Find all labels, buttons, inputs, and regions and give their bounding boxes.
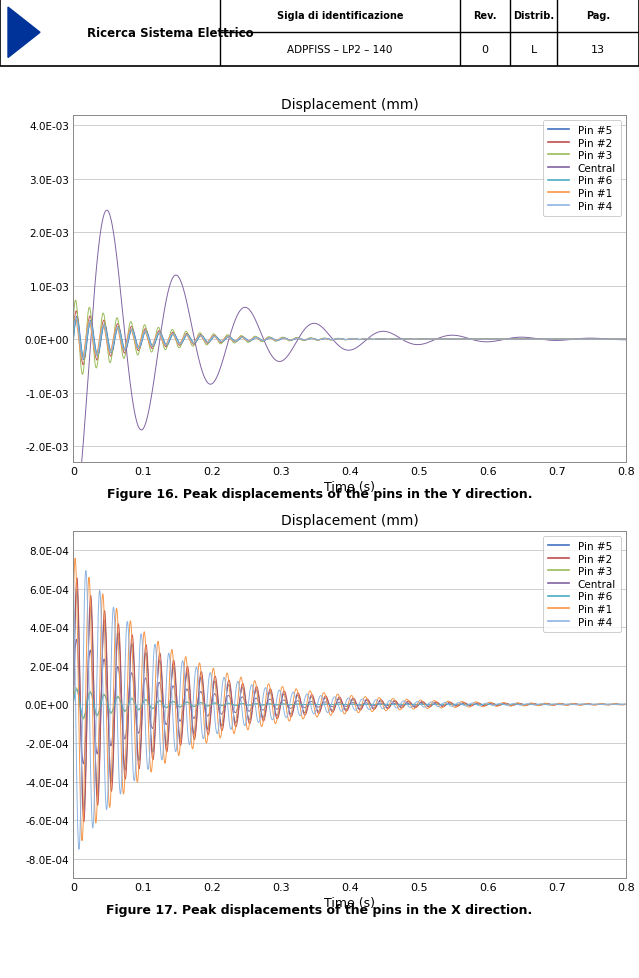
Text: Figure 17. Peak displacements of the pins in the X direction.: Figure 17. Peak displacements of the pin… <box>106 903 533 915</box>
Title: Displacement (mm): Displacement (mm) <box>281 513 419 527</box>
Text: Pag.: Pag. <box>586 11 610 22</box>
Title: Displacement (mm): Displacement (mm) <box>281 98 419 111</box>
X-axis label: Time (s): Time (s) <box>325 897 375 910</box>
Text: ADPFISS – LP2 – 140: ADPFISS – LP2 – 140 <box>288 45 393 56</box>
Text: Figure 16. Peak displacements of the pins in the Y direction.: Figure 16. Peak displacements of the pin… <box>107 487 532 500</box>
Text: Rev.: Rev. <box>473 11 497 22</box>
Text: Distrib.: Distrib. <box>513 11 554 22</box>
Legend: Pin #5, Pin #2, Pin #3, Central, Pin #6, Pin #1, Pin #4: Pin #5, Pin #2, Pin #3, Central, Pin #6,… <box>543 536 621 632</box>
Text: 13: 13 <box>591 45 605 56</box>
X-axis label: Time (s): Time (s) <box>325 481 375 494</box>
Text: Ricerca Sistema Elettrico: Ricerca Sistema Elettrico <box>87 26 253 40</box>
Text: 0: 0 <box>482 45 488 56</box>
Legend: Pin #5, Pin #2, Pin #3, Central, Pin #6, Pin #1, Pin #4: Pin #5, Pin #2, Pin #3, Central, Pin #6,… <box>543 120 621 216</box>
Text: L: L <box>530 45 537 56</box>
Text: Sigla di identificazione: Sigla di identificazione <box>277 11 403 22</box>
Polygon shape <box>8 8 40 59</box>
